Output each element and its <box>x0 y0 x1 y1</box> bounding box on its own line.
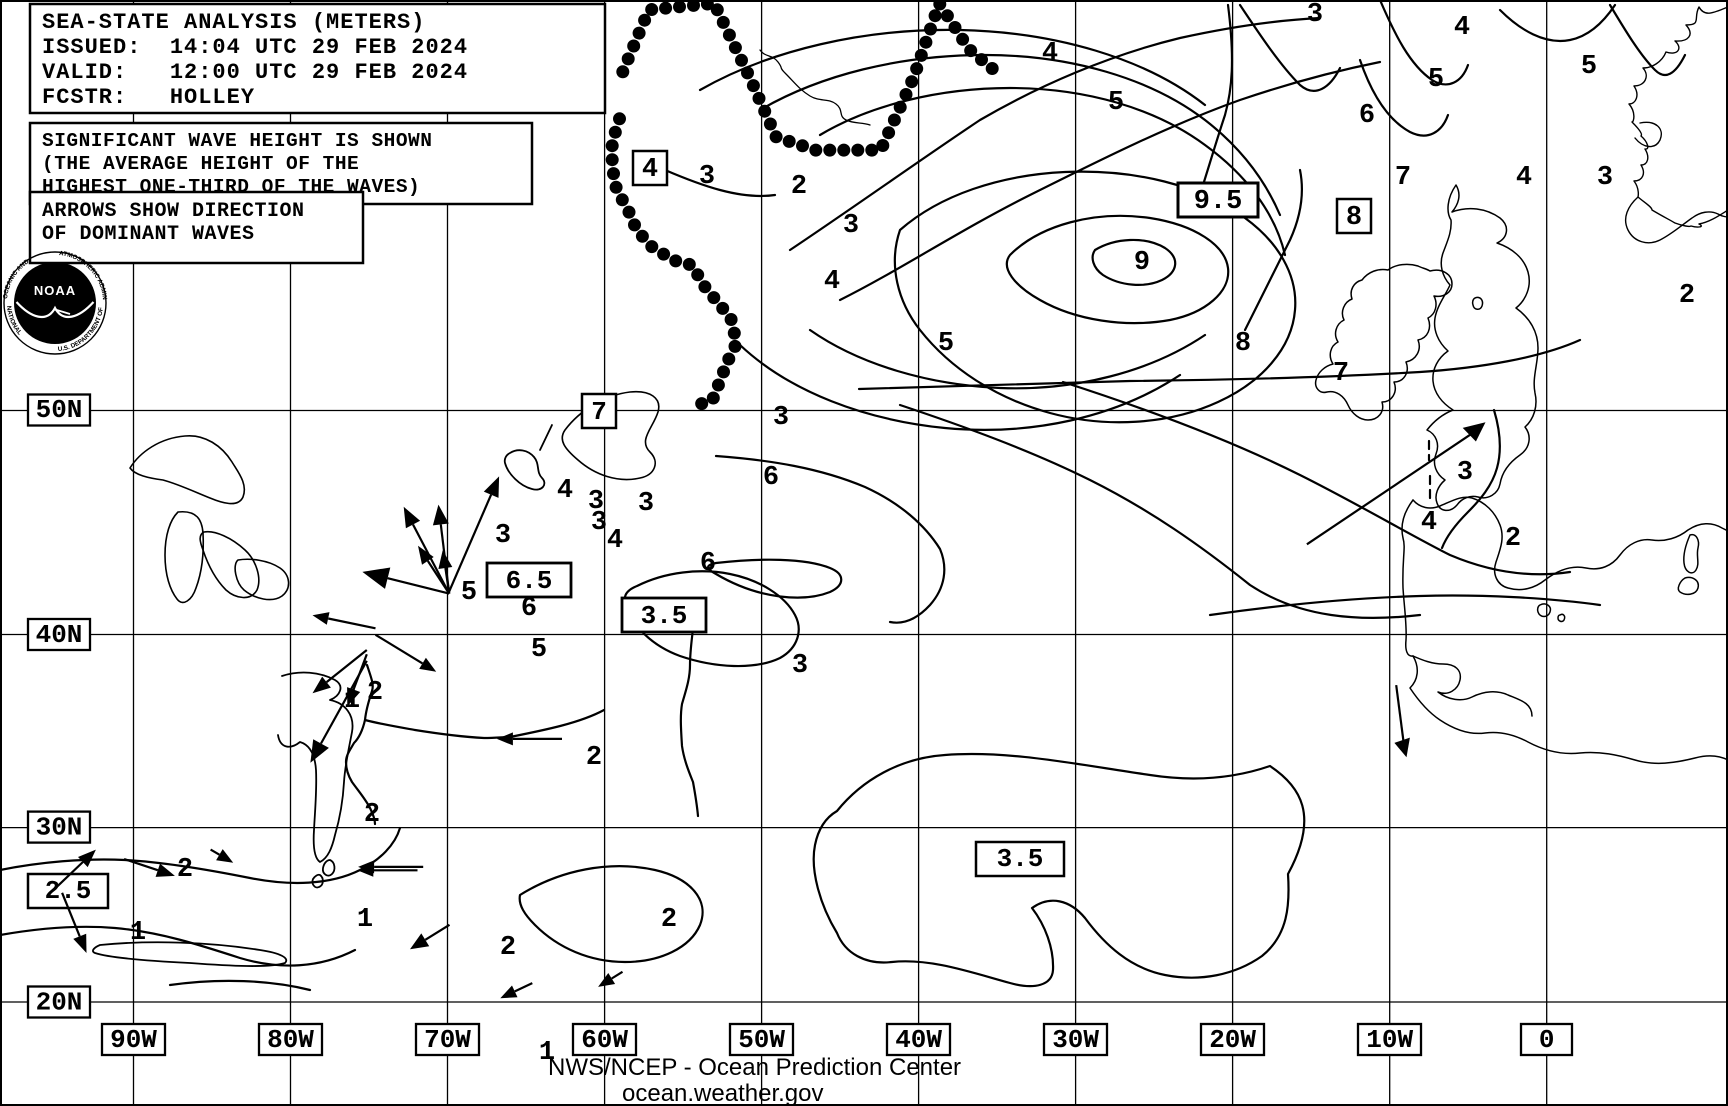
svg-text:4: 4 <box>557 476 573 506</box>
svg-text:2: 2 <box>1679 281 1695 311</box>
svg-text:2: 2 <box>586 743 602 773</box>
svg-text:2: 2 <box>791 172 807 202</box>
svg-text:5: 5 <box>1108 88 1124 118</box>
svg-text:5: 5 <box>531 635 547 665</box>
svg-text:2: 2 <box>500 933 516 963</box>
svg-text:6: 6 <box>763 463 779 493</box>
svg-text:8: 8 <box>1235 329 1251 359</box>
svg-text:4: 4 <box>1042 39 1058 69</box>
svg-text:4: 4 <box>642 155 658 185</box>
svg-text:4: 4 <box>1454 13 1470 43</box>
svg-text:7: 7 <box>1395 163 1411 193</box>
svg-text:2: 2 <box>367 678 383 708</box>
svg-text:3: 3 <box>843 211 859 241</box>
svg-text:5: 5 <box>1428 65 1444 95</box>
svg-text:5: 5 <box>1581 52 1597 82</box>
svg-text:70W: 70W <box>424 1025 471 1055</box>
svg-text:3: 3 <box>1457 458 1473 488</box>
svg-text:1: 1 <box>130 918 146 948</box>
svg-text:30N: 30N <box>36 812 83 842</box>
svg-text:4: 4 <box>607 526 623 556</box>
svg-text:0: 0 <box>1539 1025 1555 1055</box>
svg-text:4: 4 <box>1516 163 1532 193</box>
svg-text:5: 5 <box>938 329 954 359</box>
svg-text:3.5: 3.5 <box>997 844 1044 874</box>
svg-text:3: 3 <box>699 162 715 192</box>
svg-text:7: 7 <box>1333 359 1349 389</box>
svg-text:90W: 90W <box>110 1025 157 1055</box>
svg-text:30W: 30W <box>1052 1025 1099 1055</box>
svg-text:NOAA: NOAA <box>34 283 76 298</box>
svg-text:2: 2 <box>1505 524 1521 554</box>
svg-text:10W: 10W <box>1366 1025 1413 1055</box>
svg-text:3: 3 <box>638 489 654 519</box>
svg-text:7: 7 <box>591 397 607 427</box>
svg-text:3: 3 <box>1597 163 1613 193</box>
svg-text:6.5: 6.5 <box>506 566 553 596</box>
svg-text:2: 2 <box>661 905 677 935</box>
svg-text:6: 6 <box>1359 101 1375 131</box>
svg-text:2: 2 <box>177 855 193 885</box>
svg-text:3: 3 <box>591 508 607 538</box>
svg-text:40W: 40W <box>895 1025 942 1055</box>
svg-text:9.5: 9.5 <box>1194 187 1243 217</box>
svg-text:4: 4 <box>1421 508 1437 538</box>
svg-text:40N: 40N <box>36 620 83 650</box>
svg-text:2.5: 2.5 <box>45 876 92 906</box>
svg-text:1: 1 <box>357 905 373 935</box>
svg-text:50W: 50W <box>738 1025 785 1055</box>
svg-text:3: 3 <box>773 403 789 433</box>
svg-text:6: 6 <box>521 594 537 624</box>
svg-text:2: 2 <box>364 800 380 830</box>
svg-text:4: 4 <box>824 267 840 297</box>
svg-text:6: 6 <box>700 549 716 579</box>
svg-text:50N: 50N <box>36 395 83 425</box>
svg-text:5: 5 <box>461 578 477 608</box>
svg-text:60W: 60W <box>581 1025 628 1055</box>
svg-text:20W: 20W <box>1209 1025 1256 1055</box>
svg-text:9: 9 <box>1134 248 1150 278</box>
svg-text:3: 3 <box>792 651 808 681</box>
svg-text:3: 3 <box>1307 0 1323 30</box>
svg-text:8: 8 <box>1346 203 1362 233</box>
svg-text:80W: 80W <box>267 1025 314 1055</box>
svg-text:3: 3 <box>495 521 511 551</box>
svg-text:3.5: 3.5 <box>641 601 688 631</box>
svg-text:20N: 20N <box>36 987 83 1017</box>
